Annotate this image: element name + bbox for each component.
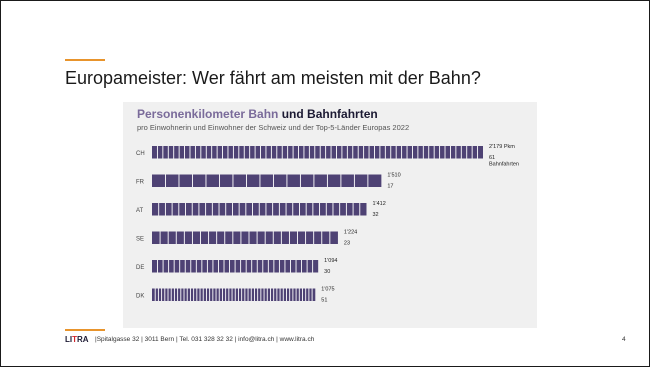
title-accent-line	[65, 59, 105, 61]
pkm-value-label: 1'075	[321, 287, 334, 293]
pkm-value-label: 1'412	[372, 201, 385, 207]
slide-title: Europameister: Wer fährt am meisten mit …	[65, 68, 481, 88]
bar-ch	[152, 146, 483, 159]
chart-panel: Personenkilometer Bahn und Bahnfahrten p…	[123, 102, 537, 328]
bar-fr	[152, 174, 382, 187]
category-label: SE	[136, 236, 144, 242]
trips-value-label: 30	[324, 269, 330, 275]
footer-address: |Spitalgasse 32 | 3011 Bern | Tel. 031 3…	[95, 336, 315, 343]
footer-accent-line	[65, 329, 105, 331]
pkm-value-label: 2'179 Pkm	[489, 144, 515, 150]
bar-group-dk: DK 1'075 51	[136, 287, 335, 304]
logo-text-t: T	[72, 335, 77, 344]
category-label: CH	[136, 151, 145, 157]
logo-text-li: LI	[65, 335, 73, 344]
pkm-value-label: 1'224	[344, 230, 357, 236]
category-label: DE	[136, 265, 144, 271]
bar-group-de: DE 1'094 30	[136, 258, 337, 275]
trips-unit-label: Bahnfahrten	[489, 162, 519, 168]
chart-title-part1: Personenkilometer Bahn	[137, 107, 279, 121]
bar-dk	[152, 288, 316, 301]
bar-group-se: SE 1'224 23	[136, 230, 357, 247]
chart-subtitle: pro Einwohnerin und Einwohner der Schwei…	[137, 123, 410, 132]
chart-title: Personenkilometer Bahn und Bahnfahrten	[137, 107, 378, 121]
bar-group-at: AT 1'412 32	[136, 201, 386, 218]
bar-group-fr: FR 1'510 17	[136, 173, 401, 190]
category-label: DK	[136, 293, 144, 299]
trips-value-label: 32	[372, 212, 378, 218]
category-label: AT	[136, 208, 144, 214]
litra-logo: LITRA	[65, 335, 89, 344]
page-number: 4	[622, 336, 626, 343]
logo-text-ra: RA	[77, 335, 89, 344]
pkm-value-label: 1'510	[387, 173, 400, 179]
trips-value-label: 51	[321, 298, 327, 304]
bar-se	[152, 231, 338, 244]
trips-value-label: 17	[387, 184, 393, 190]
trips-value-label: 61	[489, 155, 495, 161]
pkm-value-label: 1'094	[324, 258, 337, 264]
category-label: FR	[136, 179, 145, 185]
chart-title-part2: und Bahnfahrten	[281, 107, 378, 121]
trips-value-label: 23	[344, 241, 350, 247]
